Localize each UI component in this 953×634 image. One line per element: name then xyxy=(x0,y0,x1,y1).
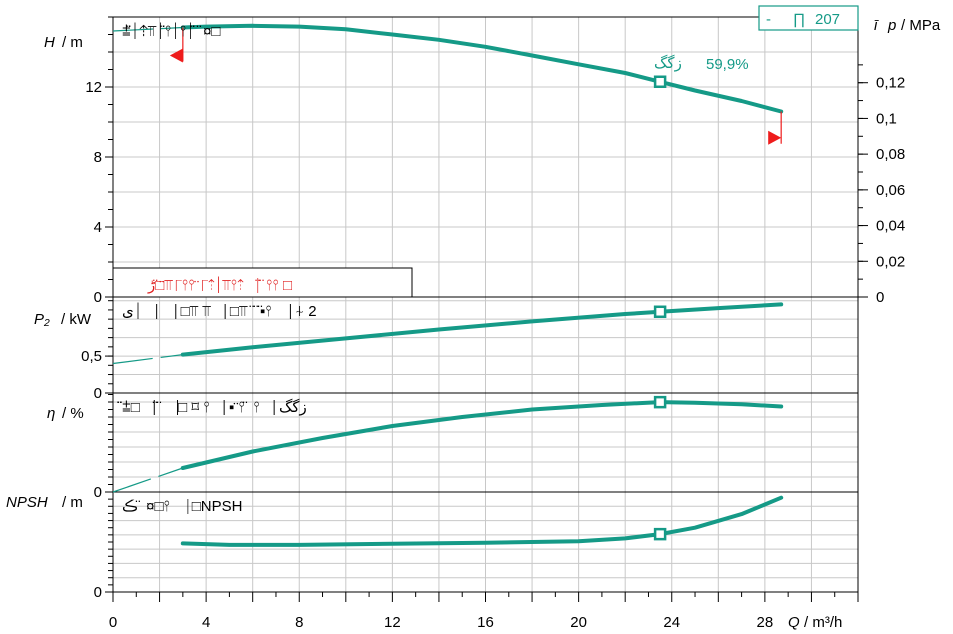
x-axis-label-var: Q xyxy=(788,614,800,631)
legend-value: 207 xyxy=(815,11,840,28)
curve-extension-efficiency xyxy=(112,467,183,493)
x-tick-label: 4 xyxy=(202,614,210,631)
curve-title-efficiency: ⩲̈□⎹ ̈ ̈⎹□ ⌑ ⫯⎹ ▪ ⫯̈ ̈ ⫯⎹ زگگ xyxy=(117,398,307,416)
right-tick-label: 0,04 xyxy=(876,218,905,235)
curve-title-power: ی⏐⎹ ⎹ □⫪ ⫪⎹ □⫪ ̈ ̈ ̈▪⫯ ⎹ ⍭ 2 xyxy=(122,302,317,320)
curve-title-npsh: ڪ ̈ ¤□⫯ ⎹ □NPSH xyxy=(122,498,242,515)
x-tick-label: 28 xyxy=(757,614,774,631)
duty-point-marker-npsh xyxy=(653,527,667,541)
duty-point-marker-efficiency xyxy=(653,395,667,409)
curve-extension-head xyxy=(112,26,183,32)
right-tick-label: 0,02 xyxy=(876,253,905,270)
y-axis-label-unit-npsh: / m xyxy=(62,494,83,511)
y-tick-label-efficiency: 0 xyxy=(94,484,102,501)
curve-power xyxy=(180,302,784,357)
right-axis-label-var: p xyxy=(887,17,896,34)
x-tick-label: 24 xyxy=(663,614,680,631)
axis-ticks xyxy=(105,16,868,602)
x-tick-label: 12 xyxy=(384,614,401,631)
y-axis-label-unit-head: / m xyxy=(62,34,83,51)
y-axis-label-var-head: H xyxy=(44,34,55,51)
right-tick-label: 0,1 xyxy=(876,110,897,127)
y-tick-label-head: 4 xyxy=(94,219,102,236)
curve-head xyxy=(180,23,784,114)
y-tick-label-npsh: 0 xyxy=(94,584,102,601)
duty-point-marker-power xyxy=(653,305,667,319)
right-tick-label: 0,08 xyxy=(876,146,905,163)
curves xyxy=(112,23,784,547)
y-tick-label-head: 8 xyxy=(94,149,102,166)
min-flow-marker xyxy=(169,48,183,63)
x-tick-label: 0 xyxy=(109,614,117,631)
efficiency-annotation-symbol: زگگ xyxy=(654,54,682,72)
curve-npsh xyxy=(180,495,784,547)
y-tick-label-head: 12 xyxy=(85,79,102,96)
right-tick-label: 0 xyxy=(876,289,884,306)
y-tick-label-power: 0 xyxy=(94,385,102,402)
efficiency-annotation-value: 59,9% xyxy=(706,56,749,73)
right-axis-symbol: ī xyxy=(874,17,879,34)
x-tick-label: 16 xyxy=(477,614,494,631)
curve-extension-power xyxy=(112,354,183,365)
markers xyxy=(169,27,782,541)
y-tick-label-head: 0 xyxy=(94,289,102,306)
max-flow-marker xyxy=(768,130,782,145)
y-axis-label-var-efficiency: η xyxy=(47,405,55,422)
y-axis-label-unit-efficiency: / % xyxy=(62,405,84,422)
right-axis-label-unit: / MPa xyxy=(901,17,941,34)
right-tick-label: 0,12 xyxy=(876,75,905,92)
x-tick-label: 8 xyxy=(295,614,303,631)
y-tick-label-power: 0,5 xyxy=(81,348,102,365)
labels: 0 4 8 12 H / m ⩲̈⏐⇡⫪⏐̈⫯⏐⫯⏐̈ ̈ ¤□ 0 0,5 P₂ / kW ی⏐⎹ … xyxy=(6,11,941,631)
note-text: ڑ□̈⫪̈⎾⫯⫯ ⎾̈⇡⏐⫪⫯⇡⎹ ̈ ̈⫯⫯ □ xyxy=(147,276,292,294)
legend-symbol: ∏ xyxy=(793,11,805,28)
grid-lines xyxy=(112,17,859,592)
y-axis-label-var-npsh: NPSH xyxy=(6,494,48,511)
curve-efficiency xyxy=(180,400,784,470)
legend-box xyxy=(758,5,859,31)
right-tick-label: 0,06 xyxy=(876,182,905,199)
note-box xyxy=(112,267,413,298)
x-tick-label: 20 xyxy=(570,614,587,631)
y-axis-label-unit-power: / kW xyxy=(61,311,92,328)
legend-dash: - xyxy=(766,11,771,28)
curve-title-head: ⩲̈⏐⇡⫪⏐̈⫯⏐⫯⏐̈ ̈ ¤□ xyxy=(122,22,220,40)
duty-point-marker-head xyxy=(653,75,667,88)
x-axis-label-unit: / m³/h xyxy=(804,614,842,631)
y-axis-label-var-power: P₂ xyxy=(34,311,50,328)
